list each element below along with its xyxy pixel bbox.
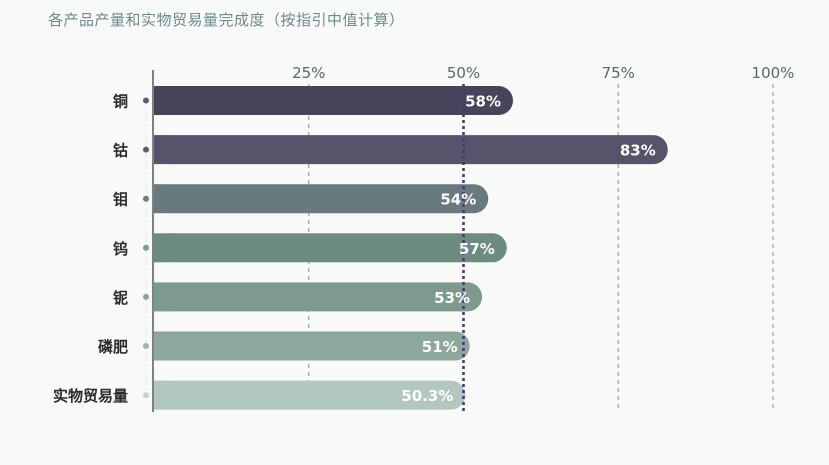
category-bullet-icon [143, 244, 149, 251]
category-label: 磷肥 [98, 338, 128, 356]
x-tick-label: 25% [292, 64, 325, 82]
value-label: 51% [422, 338, 458, 356]
category-label: 钴 [113, 142, 128, 160]
bar-0 [154, 86, 514, 115]
chart-title: 各产品产量和实物贸易量完成度（按指引中值计算） [48, 11, 405, 29]
bar-1 [154, 135, 668, 165]
category-bullet-icon [143, 146, 149, 153]
value-label: 54% [440, 191, 476, 209]
bar-left-cap [154, 282, 170, 312]
category-bullet-icon [143, 343, 149, 349]
bar-4 [154, 282, 483, 312]
category-label: 铜 [113, 93, 128, 111]
category-bullet-icon [143, 293, 149, 300]
x-tick-label: 50% [447, 64, 480, 82]
category-bullet-icon [143, 195, 149, 202]
bar-left-cap [154, 135, 170, 165]
bars [154, 86, 668, 410]
category-bullet-icon [143, 97, 149, 104]
bar-5 [154, 331, 470, 361]
bar-left-cap [154, 233, 170, 263]
value-label: 58% [465, 93, 501, 111]
x-tick-label: 100% [752, 64, 795, 82]
value-label: 83% [620, 142, 656, 160]
category-label: 钼 [113, 191, 128, 209]
value-label: 50.3% [401, 387, 453, 405]
category-bullet-icon [143, 392, 149, 399]
bar-left-cap [154, 184, 170, 214]
labels: 25% 50% 75% 100% 58% 铜 83% 钴 54% 钼 57% 钨 53% 铌 51% 磷肥 50… [53, 64, 794, 405]
axis-layer [145, 70, 154, 412]
category-label: 实物贸易量 [53, 387, 128, 405]
bar-left-cap [154, 331, 170, 361]
x-tick-label: 75% [602, 64, 635, 82]
value-label: 57% [459, 240, 495, 258]
bar-2 [154, 184, 489, 214]
bar-left-cap [154, 380, 170, 410]
bar-6 [154, 380, 466, 410]
category-label: 铌 [113, 289, 128, 307]
value-label: 53% [434, 289, 470, 307]
bar-3 [154, 233, 507, 263]
category-label: 钨 [113, 240, 128, 258]
bar-left-cap [154, 86, 170, 115]
